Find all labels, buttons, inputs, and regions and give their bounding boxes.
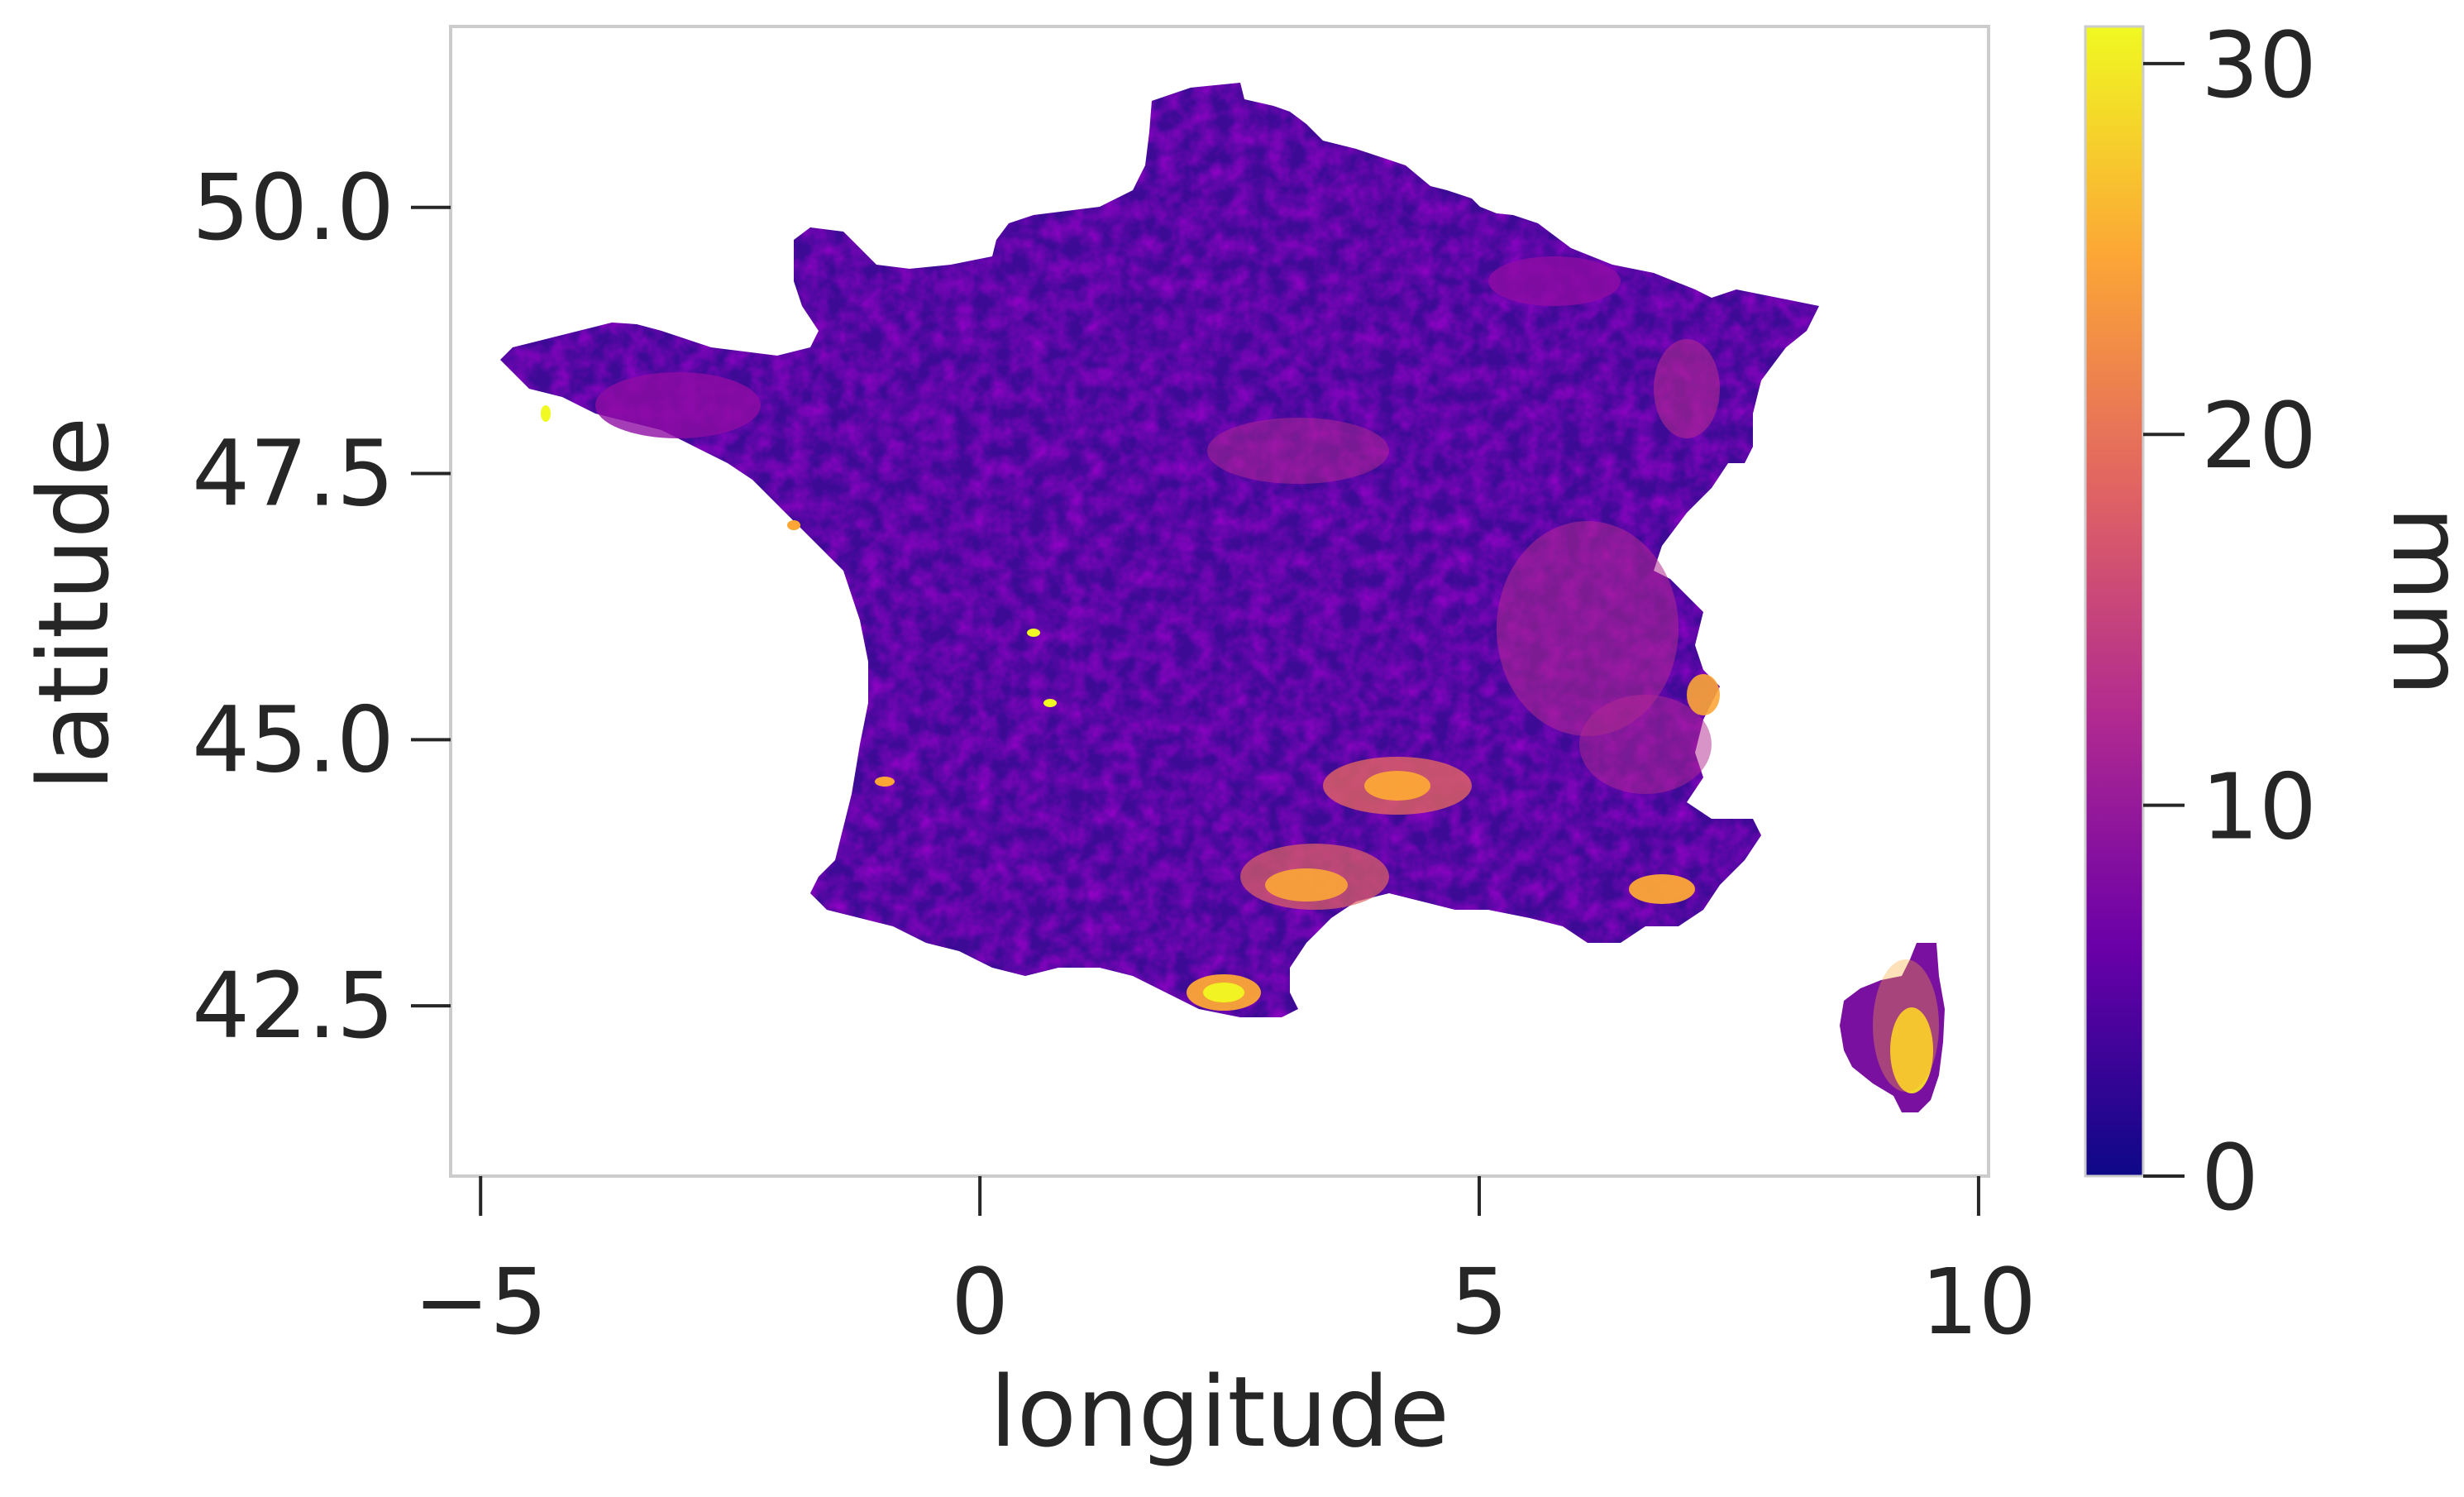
precip-region — [1687, 674, 1720, 715]
precip-region — [1364, 771, 1430, 801]
precip-region — [1488, 256, 1621, 306]
y-tick-label: 50.0 — [192, 155, 394, 261]
x-axis: −5 0 5 10 — [413, 1176, 2037, 1355]
corsica-hotspot — [1890, 1007, 1933, 1093]
colorbar-tick-label: 30 — [2201, 12, 2317, 118]
colorbar-tick-label: 0 — [2201, 1125, 2259, 1231]
precipitation-hotspots — [541, 256, 1720, 1011]
mainland-texture — [500, 83, 1819, 1017]
map-layer — [500, 83, 1945, 1112]
y-tick-label: 42.5 — [192, 953, 394, 1059]
y-tick-label: 47.5 — [192, 421, 394, 527]
precip-region — [1027, 629, 1040, 637]
colorbar-label: mm — [2371, 506, 2464, 696]
precip-region — [1629, 874, 1695, 904]
precip-region — [1579, 695, 1712, 794]
colorbar-tick-label: 20 — [2201, 383, 2317, 489]
precip-region — [1203, 983, 1244, 1002]
precip-region — [875, 777, 895, 787]
y-axis-label: latitude — [17, 417, 131, 792]
colorbar-tick-label: 10 — [2201, 754, 2317, 860]
precip-region — [1497, 521, 1678, 736]
x-tick-label: 10 — [1921, 1249, 2037, 1355]
x-tick-label: 0 — [951, 1249, 1009, 1355]
x-tick-label: −5 — [413, 1249, 547, 1355]
y-axis: 42.5 45.0 47.5 50.0 — [192, 155, 451, 1059]
y-tick-label: 45.0 — [192, 686, 394, 792]
colorbar-gradient — [2084, 25, 2145, 1178]
colorbar: 0 10 20 30 mm — [2084, 12, 2464, 1231]
precip-region — [1654, 339, 1720, 438]
precip-region — [1265, 868, 1348, 902]
x-axis-label: longitude — [990, 1355, 1449, 1469]
precip-region — [787, 520, 800, 530]
precip-region — [595, 372, 761, 438]
x-tick-label: 5 — [1450, 1249, 1508, 1355]
precip-region — [1207, 418, 1389, 484]
colorbar-ticks: 0 10 20 30 — [2143, 12, 2317, 1231]
precip-region — [541, 405, 551, 422]
precip-region — [1043, 699, 1057, 707]
corsica-hotspot-halo — [1873, 959, 1939, 1092]
